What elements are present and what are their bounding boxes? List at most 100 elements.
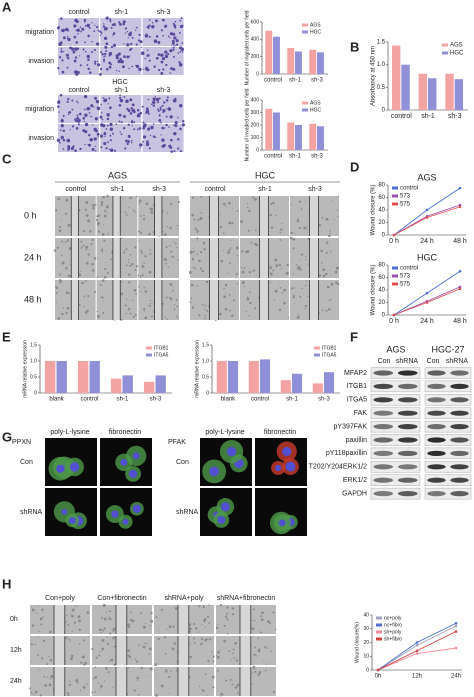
band <box>373 464 394 470</box>
legend-swatch <box>392 266 398 270</box>
cell <box>75 72 79 76</box>
cell <box>149 624 151 627</box>
cell <box>107 141 109 144</box>
point <box>458 269 462 273</box>
cell <box>229 262 231 264</box>
protein-label: T202/Y204ERK1/2 <box>309 464 367 471</box>
cell <box>171 647 175 651</box>
legend-label: HGC <box>310 107 322 113</box>
cell <box>165 63 168 67</box>
y-tick-label: 1.5 <box>202 342 209 348</box>
point <box>425 291 429 295</box>
bar <box>287 48 295 74</box>
cell <box>127 273 131 276</box>
cell <box>337 215 339 218</box>
band <box>427 397 446 403</box>
cell <box>39 617 43 621</box>
legend-label: ITGA5 <box>154 352 169 358</box>
cell <box>121 197 123 199</box>
cell <box>219 694 222 697</box>
cell <box>281 292 284 294</box>
cell <box>82 129 86 133</box>
y-tick-label: 0 <box>34 390 37 396</box>
x-tick-label: control <box>264 78 282 84</box>
bar <box>317 126 324 150</box>
cell <box>149 19 151 21</box>
micrograph <box>95 195 138 236</box>
band <box>397 410 418 416</box>
band <box>397 450 418 456</box>
blot-strip <box>370 420 421 433</box>
cell <box>61 261 65 265</box>
cell <box>93 257 97 260</box>
cell <box>335 281 338 284</box>
cell <box>148 647 152 651</box>
cell <box>152 97 156 101</box>
cell <box>49 630 52 634</box>
cell <box>67 274 71 278</box>
point <box>392 233 396 237</box>
cell <box>105 50 108 53</box>
cell <box>304 284 307 287</box>
cell <box>266 647 268 649</box>
cell <box>37 635 39 638</box>
cell <box>325 309 328 312</box>
cell <box>137 274 140 277</box>
cell <box>197 631 200 633</box>
cell <box>106 117 110 121</box>
cell <box>99 34 102 37</box>
cell <box>202 605 206 608</box>
legend-label: sh+poly <box>384 629 402 635</box>
cell <box>101 233 105 236</box>
cell <box>160 60 164 64</box>
cell <box>227 250 231 254</box>
micrograph <box>96 279 138 321</box>
cell <box>94 145 96 148</box>
cell <box>146 140 149 144</box>
cell <box>131 120 133 122</box>
cell <box>66 239 70 242</box>
cell <box>165 99 169 102</box>
cell <box>113 663 116 667</box>
cell <box>292 295 296 299</box>
cell <box>172 55 175 58</box>
cell <box>172 98 177 103</box>
cell <box>253 653 256 656</box>
band <box>427 477 446 483</box>
cell <box>274 258 278 262</box>
cell <box>152 123 155 125</box>
legend-label: AGS <box>310 100 321 106</box>
lane-label: Con <box>378 358 391 365</box>
cell <box>179 19 182 22</box>
point <box>415 649 419 653</box>
cell <box>118 104 122 107</box>
cell <box>80 30 82 33</box>
cell <box>252 665 256 669</box>
blot-strip <box>424 394 472 406</box>
cell <box>127 623 130 627</box>
cell <box>37 654 39 657</box>
cell <box>306 225 308 228</box>
cell <box>86 107 90 111</box>
micrograph <box>30 605 90 634</box>
row-label: 0 h <box>24 210 37 220</box>
protein-label: ITGB1 <box>347 383 367 390</box>
micrograph <box>45 488 97 536</box>
cell <box>107 271 110 274</box>
cell <box>141 264 145 268</box>
nucleus <box>217 515 226 524</box>
y-tick-label: 40 <box>378 208 385 214</box>
cell <box>76 116 79 120</box>
cell <box>240 220 243 224</box>
cell <box>330 298 332 300</box>
cell <box>65 291 69 295</box>
y-tick-label: 40 <box>363 612 369 618</box>
cell <box>66 66 69 69</box>
cell <box>206 309 208 312</box>
cell <box>228 221 232 225</box>
stain-label: PPXN <box>12 439 31 446</box>
cell <box>92 124 94 126</box>
cell <box>149 207 152 211</box>
wound <box>309 280 319 320</box>
bar <box>110 378 122 393</box>
